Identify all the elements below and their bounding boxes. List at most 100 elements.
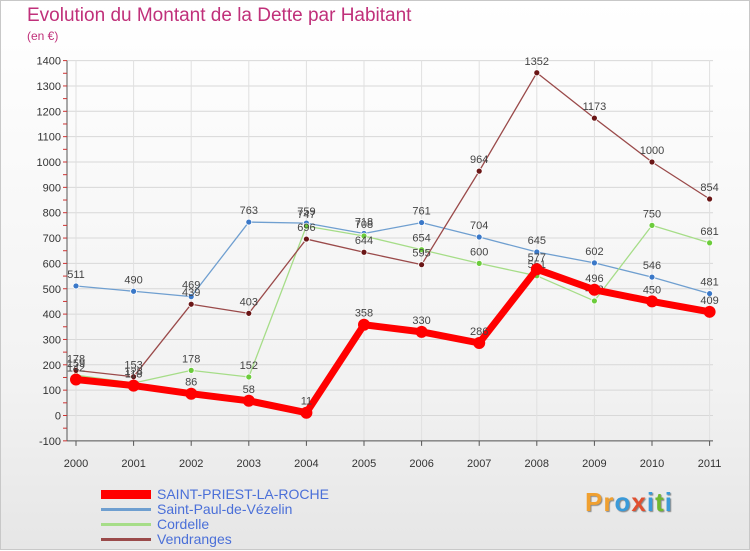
- data-label: 469: [182, 280, 200, 292]
- data-label: 595: [412, 248, 430, 260]
- data-label: 708: [355, 219, 373, 231]
- data-point: [706, 195, 713, 203]
- y-tick-label: 1100: [37, 132, 61, 144]
- data-label: 602: [585, 246, 603, 258]
- data-label: 511: [67, 269, 85, 281]
- data-point: [533, 69, 541, 77]
- data-label: 439: [182, 287, 200, 299]
- data-label: 403: [240, 296, 258, 308]
- legend-label: SAINT-PRIEST-LA-ROCHE: [157, 486, 329, 502]
- legend-label: Saint-Paul-de-Vézelin: [157, 501, 293, 517]
- data-point: [415, 325, 428, 338]
- data-point: [127, 379, 140, 392]
- legend-label: Vendranges: [157, 531, 232, 547]
- data-point: [245, 218, 253, 226]
- x-tick-label: 2001: [121, 458, 145, 470]
- x-tick-label: 2008: [525, 458, 549, 470]
- data-label: 1000: [640, 145, 664, 157]
- legend-item: Vendranges: [101, 531, 401, 547]
- data-label: 577: [528, 252, 546, 264]
- data-point: [530, 263, 543, 276]
- data-label: 750: [643, 208, 661, 220]
- x-tick-label: 2006: [409, 458, 433, 470]
- logo-letter: i: [646, 487, 656, 517]
- series-line: [72, 265, 714, 417]
- x-tick-label: 2002: [179, 458, 203, 470]
- legend-swatch: [101, 490, 151, 499]
- x-tick-label: 2007: [467, 458, 491, 470]
- x-tick-label: 2009: [582, 458, 606, 470]
- y-tick-label: 0: [55, 411, 61, 423]
- x-tick-label: 2010: [640, 458, 664, 470]
- data-label: 286: [470, 326, 488, 338]
- data-point: [358, 318, 370, 331]
- y-tick-label: 700: [43, 233, 61, 245]
- y-tick-label: 100: [43, 385, 61, 397]
- data-point: [648, 158, 656, 166]
- y-tick-label: 1200: [37, 106, 61, 118]
- data-point: [70, 373, 82, 386]
- data-point: [245, 373, 253, 381]
- y-tick-label: 500: [43, 284, 61, 296]
- logo-letter: o: [614, 487, 632, 517]
- y-tick-label: 600: [43, 258, 61, 270]
- y-tick-label: 900: [43, 182, 61, 194]
- data-label: 496: [585, 273, 603, 285]
- data-label: 854: [700, 182, 718, 194]
- data-label: 645: [528, 235, 546, 247]
- data-point: [245, 309, 253, 317]
- y-tick-label: 1300: [37, 81, 61, 93]
- logo-letter: t: [655, 487, 665, 517]
- y-tick-label: 800: [43, 208, 61, 220]
- data-point: [648, 221, 656, 229]
- logo-letter: r: [603, 487, 615, 517]
- data-point: [646, 295, 658, 308]
- data-point: [130, 287, 138, 295]
- y-tick-label: 200: [43, 360, 61, 372]
- legend-item: Saint-Paul-de-Vézelin: [101, 501, 401, 517]
- data-label: 178: [182, 353, 200, 365]
- data-label: 1352: [525, 56, 549, 68]
- data-label: 152: [240, 360, 258, 372]
- data-point: [187, 293, 195, 301]
- data-label: 358: [355, 308, 373, 320]
- data-label: 546: [643, 260, 661, 272]
- data-point: [648, 273, 656, 281]
- data-point: [703, 305, 716, 318]
- data-label: 718: [355, 216, 373, 228]
- data-point: [187, 300, 195, 308]
- chart-subtitle: (en €): [27, 29, 59, 43]
- data-label: 964: [470, 154, 488, 166]
- data-label: 681: [700, 226, 718, 238]
- series-line: [75, 221, 711, 298]
- logo-letter: i: [664, 487, 673, 517]
- data-point: [706, 239, 713, 247]
- chart-legend: SAINT-PRIEST-LA-ROCHE Saint-Paul-de-Vézel…: [101, 486, 401, 547]
- x-tick-label: 2003: [237, 458, 261, 470]
- data-label: 747: [297, 209, 315, 221]
- data-label: 409: [700, 295, 718, 307]
- legend-item: Cordelle: [101, 516, 401, 532]
- y-tick-label: 300: [43, 334, 61, 346]
- data-point: [475, 259, 483, 267]
- data-point: [360, 248, 368, 256]
- data-point: [418, 246, 426, 254]
- data-label: 58: [243, 384, 255, 396]
- proxiti-logo: Proxiti: [585, 487, 673, 518]
- data-label: 763: [240, 205, 258, 217]
- y-tick-label: 400: [43, 309, 61, 321]
- data-label: 761: [412, 206, 430, 218]
- data-label: 654: [412, 233, 430, 245]
- data-point: [300, 406, 313, 419]
- data-label: 696: [297, 222, 315, 234]
- data-point: [475, 233, 483, 241]
- data-point: [242, 394, 255, 407]
- y-tick-label: -100: [39, 436, 61, 448]
- data-point: [72, 366, 80, 374]
- data-point: [302, 222, 310, 230]
- data-point: [706, 290, 713, 297]
- data-label: 600: [470, 246, 488, 258]
- data-label: 1173: [583, 101, 607, 113]
- series-saint-priest-la-roche: 142 118 86 58 11 358 330 286 577 496 450 409: [67, 252, 719, 419]
- data-label: 330: [412, 315, 430, 327]
